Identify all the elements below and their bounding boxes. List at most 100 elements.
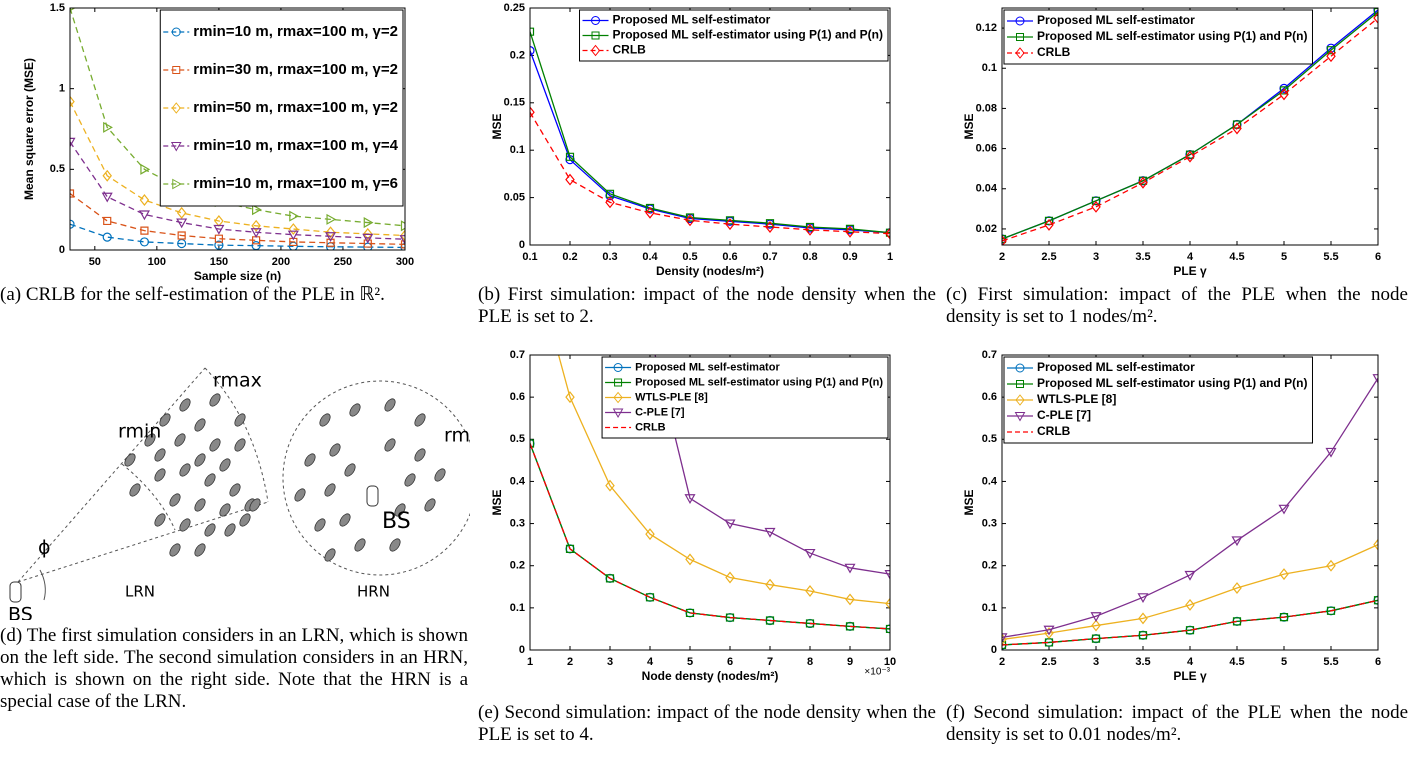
x-tick-label: 0.8: [802, 251, 817, 263]
data-point: [1373, 12, 1378, 25]
plot-series: [530, 355, 890, 634]
y-tick-label: 0.06: [976, 142, 997, 154]
node-icon: [194, 498, 206, 512]
data-point: [845, 225, 855, 238]
x-tick-label: 3.5: [1135, 656, 1150, 668]
node-icon: [319, 413, 331, 427]
x-tick-label: 0.4: [642, 251, 658, 263]
x-tick-label: 10: [884, 656, 896, 668]
data-point: [139, 194, 150, 206]
data-point: [1002, 640, 1007, 650]
phi-label: ϕ: [38, 537, 51, 559]
data-point: [605, 574, 615, 583]
data-point: [288, 223, 299, 235]
x-tick-label: 1: [887, 251, 893, 263]
node-icon: [239, 513, 251, 527]
legend-label: C-PLE [7]: [1037, 408, 1091, 422]
legend-label: rmin=30 m, rmax=100 m, γ=2: [193, 61, 398, 78]
data-point: [805, 585, 815, 597]
y-tick-label: 0.5: [510, 433, 525, 445]
x-tick-label: 5.5: [1323, 656, 1338, 668]
data-point: [530, 46, 535, 56]
data-point: [177, 238, 187, 249]
data-point: [287, 230, 299, 241]
plot-frame: [1001, 7, 1379, 246]
x-axis-label: Density (nodes/m²): [656, 264, 764, 278]
chart: 2 2.5 3 3.5 4 4.5 5 5.5 6 0.02 0.04 0.06 0.08 0.1 0.12…: [962, 7, 1381, 278]
x-tick-label: 2.5: [1041, 656, 1056, 668]
node-icon: [209, 438, 221, 452]
chart: 2 2.5 3 3.5 4 4.5 5 5.5 6 0 0.1 0.2 0.3 0.4 0.5 0.6 0.7 P…: [962, 349, 1381, 683]
data-point: [140, 163, 151, 175]
node-icon: [154, 513, 166, 527]
legend-label: rmin=10 m, rmax=100 m, γ=6: [193, 175, 398, 192]
legend-marker: [591, 16, 601, 25]
node-icon: [229, 483, 241, 497]
chart: 1 2 3 4 5 6 7 8 9 10 0 0.1 0.2 0.3 0.4 0.5 0.6 0.7 Node de…: [490, 349, 896, 683]
data-point: [363, 217, 374, 229]
bs-icon: [366, 485, 379, 507]
data-point: [1043, 625, 1055, 636]
x-axis-label: Node densty (nodes/m²): [642, 669, 779, 683]
data-point: [1091, 619, 1101, 632]
data-point: [565, 152, 575, 161]
data-point: [565, 173, 575, 186]
legend-box: [579, 9, 889, 62]
caption: (a) CRLB for the self-estimation of the …: [0, 284, 385, 305]
x-tick-label: 0.3: [602, 251, 617, 263]
plot-series: [1002, 8, 1378, 245]
x-tick-label: 6: [1375, 251, 1381, 263]
bs-icon: [9, 581, 22, 603]
data-point: [764, 527, 776, 538]
node-icon: [344, 463, 356, 477]
data-point: [605, 479, 615, 492]
legend-marker: [171, 102, 181, 114]
series-line: [1002, 377, 1378, 638]
series-line: [70, 193, 405, 246]
data-point: [400, 220, 405, 232]
data-point: [288, 241, 298, 250]
series-line: [1002, 599, 1378, 646]
legend-marker: [1015, 363, 1025, 373]
legend-label: Proposed ML self-estimator using P(1) an…: [635, 376, 883, 388]
data-point: [530, 439, 535, 448]
data-point: [289, 237, 298, 247]
legend-label: Proposed ML self-estimator using P(1) an…: [1037, 29, 1307, 43]
chart: 0.1 0.2 0.3 0.4 0.5 0.6 0.7 0.8 0.9 1 0 0.05 0.1 0.15…: [490, 2, 893, 278]
legend-label: rmin=10 m, rmax=100 m, γ=4: [193, 137, 398, 154]
y-tick-label: 0.1: [982, 602, 997, 614]
data-point: [362, 233, 374, 244]
node-icon: [219, 458, 231, 472]
node-icon: [204, 523, 216, 537]
caption: (f) Second simulation: impact of the PLE…: [946, 702, 1408, 745]
y-tick-label: 0.4: [982, 475, 998, 487]
data-point: [884, 570, 890, 580]
x-tick-label: 4: [647, 656, 654, 668]
data-point: [1137, 593, 1149, 604]
data-point: [176, 218, 188, 229]
x-tick-label: 9: [847, 656, 853, 668]
x-tick-label: 2.5: [1041, 251, 1056, 263]
data-point: [645, 593, 655, 602]
x-tick-label: 3: [1093, 251, 1099, 263]
data-point: [565, 391, 575, 404]
data-point: [70, 95, 75, 108]
data-point: [1138, 612, 1148, 625]
data-point: [844, 563, 856, 574]
node-icon: [349, 403, 361, 417]
series-line: [70, 141, 405, 240]
legend-label: WTLS-PLE [8]: [635, 391, 708, 403]
y-tick-label: 0.6: [982, 391, 997, 403]
data-point: [1138, 176, 1148, 189]
data-point: [289, 210, 300, 222]
data-point: [1279, 88, 1289, 101]
data-point: [400, 240, 405, 249]
data-point: [1232, 122, 1242, 135]
y-tick-label: 0.3: [982, 517, 997, 529]
data-point: [804, 548, 816, 559]
data-point: [1091, 634, 1101, 643]
y-tick-label: 0.7: [982, 349, 997, 361]
